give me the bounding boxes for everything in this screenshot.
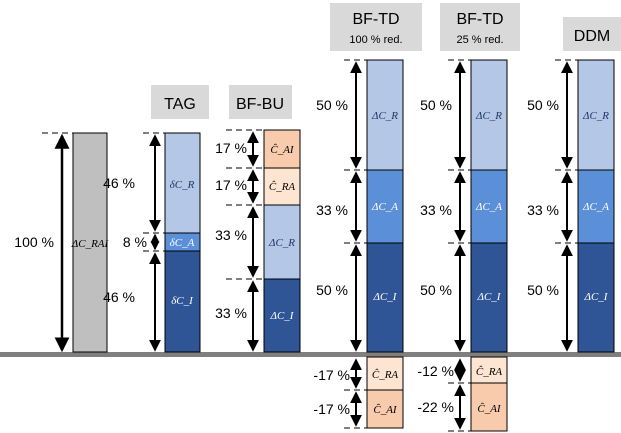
header-bf-td-25: BF-TD 25 % red. xyxy=(440,3,520,51)
bf-td-25-label-r: ΔC_R xyxy=(475,110,502,122)
bf-td-25-segment-r xyxy=(470,59,508,171)
tag-percent-i: 46 % xyxy=(103,289,135,305)
bf-td-100-column: 50 % 33 % 50 % -17 % -17 % ΔC_R ΔC_A ΔC_… xyxy=(313,59,404,429)
tag-segment-r xyxy=(164,132,201,234)
ddm-percent-i: 50 % xyxy=(527,282,559,298)
bf-td-100-neg-label-ai: Ĉ_AI xyxy=(373,404,398,416)
bf-bu-label-i: ΔC_I xyxy=(270,310,295,322)
header-bf-bu: BF-BU xyxy=(229,85,292,119)
header-tag-text: TAG xyxy=(164,96,196,113)
header-ddm: DDM xyxy=(563,17,621,51)
bf-td-100-label-a: ΔC_A xyxy=(371,201,398,213)
ddm-percent-a: 33 % xyxy=(527,202,559,218)
header-ddm-text: DDM xyxy=(574,28,610,45)
tag-percent-r: 46 % xyxy=(103,175,135,191)
tag-percent-a: 8 % xyxy=(123,234,147,250)
bf-td-25-neg-percent-ai: -22 % xyxy=(417,399,454,415)
bf-td-25-neg-percent-ra: -12 % xyxy=(417,363,454,379)
header-bf-td-25-subtitle: 25 % red. xyxy=(456,34,503,46)
bf-bu-percent-ra: 17 % xyxy=(215,177,247,193)
bf-bu-column: 17 % 17 % 33 % 33 % Ĉ_AI Ĉ_RA ΔC_R ΔC_I xyxy=(215,129,301,353)
bf-td-100-label-r: ΔC_R xyxy=(371,110,398,122)
bf-td-100-percent-r: 50 % xyxy=(316,97,348,113)
bf-td-25-percent-r: 50 % xyxy=(420,97,452,113)
bf-bu-segment-r xyxy=(263,204,301,280)
bf-td-25-label-i: ΔC_I xyxy=(477,291,502,303)
bf-td-100-neg-percent-ra: -17 % xyxy=(313,367,350,383)
bf-td-25-percent-a: 33 % xyxy=(420,202,452,218)
total-column: 100 % ΔC_RAI xyxy=(14,132,110,353)
bf-bu-segment-i xyxy=(263,278,301,353)
bf-td-25-neg-segment-ai xyxy=(470,382,508,432)
bf-td-100-percent-i: 50 % xyxy=(316,282,348,298)
bf-td-100-segment-i xyxy=(366,242,404,353)
ddm-percent-r: 50 % xyxy=(527,97,559,113)
total-bar-label: ΔC_RAI xyxy=(71,238,110,250)
bf-td-25-neg-label-ai: Ĉ_AI xyxy=(477,403,502,415)
ddm-label-r: ΔC_R xyxy=(582,110,609,122)
bf-bu-percent-i: 33 % xyxy=(215,305,247,321)
bf-td-25-neg-segment-ra xyxy=(470,356,508,384)
bf-bu-label-ai: Ĉ_AI xyxy=(270,144,295,156)
header-tag: TAG xyxy=(151,85,209,119)
header-bf-td-100-title: BF-TD xyxy=(352,11,399,28)
bf-td-100-neg-segment-ai xyxy=(366,389,404,429)
tag-label-r: δC_R xyxy=(170,179,195,191)
bf-bu-label-ra: Ĉ_RA xyxy=(269,181,296,193)
bf-td-100-percent-a: 33 % xyxy=(316,202,348,218)
bf-td-100-neg-segment-ra xyxy=(366,356,404,391)
bf-bu-percent-ai: 17 % xyxy=(215,140,247,156)
bf-td-100-neg-label-ra: Ĉ_RA xyxy=(372,369,399,381)
baseline xyxy=(0,352,621,357)
header-bf-td-100: BF-TD 100 % red. xyxy=(330,3,422,51)
ddm-label-i: ΔC_I xyxy=(584,291,609,303)
bf-td-100-label-i: ΔC_I xyxy=(373,291,398,303)
ddm-segment-a xyxy=(577,169,615,244)
total-percent: 100 % xyxy=(14,234,54,250)
tag-segment-i xyxy=(164,250,201,353)
tag-column: 46 % 8 % 46 % δC_R δC_A δC_I xyxy=(103,132,201,353)
bf-td-25-segment-a xyxy=(470,169,508,244)
tag-label-a: δC_A xyxy=(170,237,195,249)
bf-bu-label-r: ΔC_R xyxy=(268,237,295,249)
bf-bu-percent-r: 33 % xyxy=(215,227,247,243)
bf-td-25-neg-label-ra: Ĉ_RA xyxy=(476,366,503,378)
bf-td-25-segment-i xyxy=(470,242,508,353)
header-bf-td-100-subtitle: 100 % red. xyxy=(349,34,402,46)
tag-label-i: δC_I xyxy=(171,295,194,307)
bf-td-100-neg-percent-ai: -17 % xyxy=(313,401,350,417)
header-bf-td-25-title: BF-TD xyxy=(456,11,503,28)
bf-bu-segment-ra xyxy=(263,167,301,206)
bf-td-25-percent-i: 50 % xyxy=(420,282,452,298)
ddm-segment-i xyxy=(577,242,615,353)
bf-td-25-column: 50 % 33 % 50 % -12 % -22 % ΔC_R ΔC_A ΔC_… xyxy=(417,59,508,432)
total-bar xyxy=(72,132,108,353)
header-bf-bu-text: BF-BU xyxy=(236,96,284,113)
ddm-label-a: ΔC_A xyxy=(582,201,609,213)
ddm-column: 50 % 33 % 50 % ΔC_R ΔC_A ΔC_I xyxy=(527,59,615,353)
bf-td-25-label-a: ΔC_A xyxy=(475,201,502,213)
